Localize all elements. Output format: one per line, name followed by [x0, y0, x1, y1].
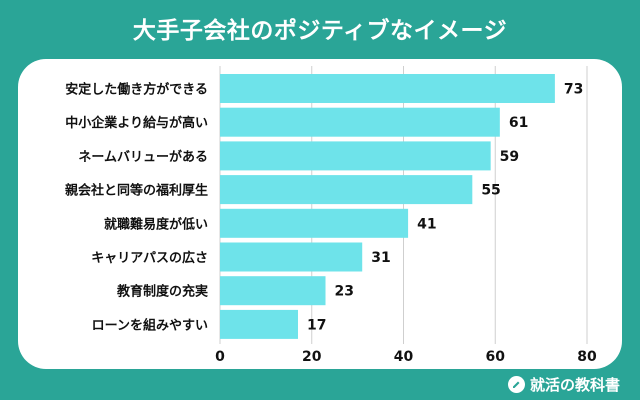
category-label: キャリアパスの広さ — [91, 250, 208, 266]
data-label: 31 — [371, 250, 390, 266]
bars — [220, 74, 555, 339]
x-tick-label: 60 — [486, 349, 506, 365]
data-label: 41 — [417, 216, 436, 232]
bar — [220, 175, 473, 205]
brand-logo: 就活の教科書 — [507, 373, 620, 395]
data-label: 61 — [509, 115, 528, 131]
data-label: 23 — [335, 284, 354, 300]
category-label: 就職難易度が低い — [104, 216, 208, 232]
x-tick-label: 40 — [394, 349, 414, 365]
category-labels: 安定した働き方ができる中小企業より給与が高いネームバリューがある親会社と同等の福… — [65, 82, 208, 334]
pencil-circle-icon — [507, 375, 525, 393]
bar — [220, 141, 491, 171]
bar — [220, 74, 555, 103]
bar — [220, 208, 409, 238]
bar — [220, 242, 363, 272]
x-tick-label: 0 — [215, 349, 225, 365]
x-axis-ticks: 0 20 40 60 80 — [215, 349, 597, 365]
category-label: 親会社と同等の福利厚生 — [65, 183, 208, 199]
bar — [220, 276, 326, 306]
bar — [220, 107, 500, 137]
value-labels: 73 61 59 55 41 31 23 17 — [307, 82, 583, 334]
category-label: 安定した働き方ができる — [65, 82, 208, 98]
x-tick-label: 20 — [302, 349, 322, 365]
x-tick-label: 80 — [577, 349, 597, 365]
data-label: 73 — [564, 82, 583, 98]
brand-name: 就活の教科書 — [529, 375, 620, 394]
category-label: ローンを組みやすい — [92, 317, 208, 333]
data-label: 59 — [500, 149, 519, 165]
category-label: 中小企業より給与が高い — [65, 115, 208, 131]
category-label: 教育制度の充実 — [116, 284, 208, 300]
bar — [220, 309, 298, 339]
category-label: ネームバリューがある — [78, 149, 208, 165]
chart-title: 大手子会社のポジティブなイメージ — [132, 18, 508, 44]
data-label: 55 — [481, 183, 500, 199]
data-label: 17 — [307, 317, 326, 333]
